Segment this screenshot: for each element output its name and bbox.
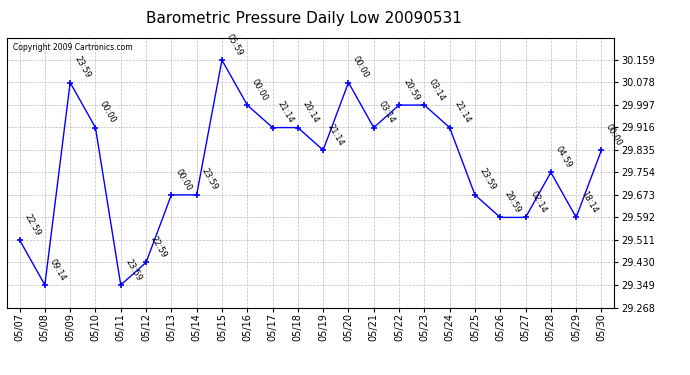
Text: 20:14: 20:14 bbox=[301, 100, 320, 125]
Text: 03:14: 03:14 bbox=[377, 100, 396, 125]
Text: 23:59: 23:59 bbox=[199, 167, 219, 192]
Text: 23:59: 23:59 bbox=[73, 55, 92, 80]
Text: 21:14: 21:14 bbox=[453, 100, 472, 125]
Text: 00:00: 00:00 bbox=[174, 167, 194, 192]
Text: 09:14: 09:14 bbox=[48, 257, 68, 282]
Text: 03:14: 03:14 bbox=[427, 77, 447, 102]
Text: 00:00: 00:00 bbox=[98, 100, 118, 125]
Text: 21:14: 21:14 bbox=[326, 122, 346, 147]
Text: 20:59: 20:59 bbox=[503, 189, 523, 214]
Text: 23:59: 23:59 bbox=[124, 257, 144, 282]
Text: 04:59: 04:59 bbox=[553, 144, 573, 170]
Text: 02:14: 02:14 bbox=[529, 189, 548, 214]
Text: 00:00: 00:00 bbox=[250, 77, 270, 102]
Text: 00:00: 00:00 bbox=[604, 122, 624, 147]
Text: 22:59: 22:59 bbox=[22, 212, 42, 237]
Text: 00:00: 00:00 bbox=[351, 55, 371, 80]
Text: 05:59: 05:59 bbox=[225, 32, 244, 57]
Text: 20:59: 20:59 bbox=[402, 77, 422, 102]
Text: 22:59: 22:59 bbox=[149, 235, 168, 260]
Text: Copyright 2009 Cartronics.com: Copyright 2009 Cartronics.com bbox=[13, 43, 132, 52]
Text: 23:59: 23:59 bbox=[477, 167, 497, 192]
Text: Barometric Pressure Daily Low 20090531: Barometric Pressure Daily Low 20090531 bbox=[146, 11, 462, 26]
Text: 21:14: 21:14 bbox=[275, 100, 295, 125]
Text: 18:14: 18:14 bbox=[579, 189, 599, 214]
